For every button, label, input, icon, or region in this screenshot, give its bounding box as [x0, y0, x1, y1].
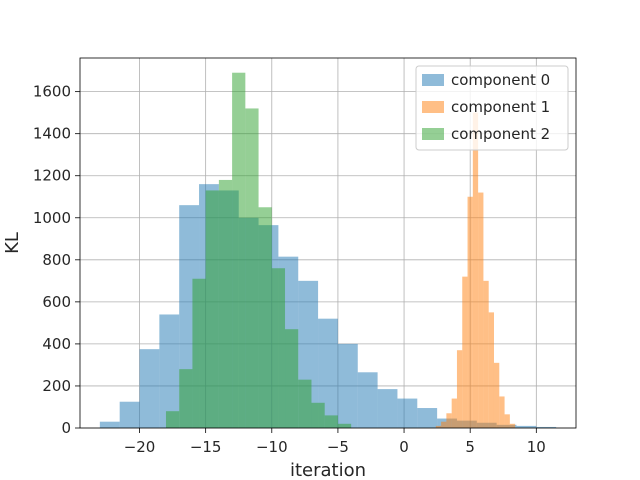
axes [79, 57, 577, 429]
legend-swatch-2 [422, 128, 444, 140]
bar-series-2-bin-3 [205, 190, 219, 428]
legend-frame [415, 65, 569, 151]
bar-series-2-bin-1 [179, 369, 193, 428]
y-tick-label: 1600 [33, 83, 71, 101]
bar-series-0-bin-14 [377, 389, 398, 428]
y-tick-label: 1400 [33, 125, 71, 143]
x-tick-label: 5 [465, 438, 475, 456]
bar-series-0-bin-11 [318, 318, 338, 428]
legend: component 0 component 1 component 2 [415, 65, 569, 151]
bar-series-1-bin-2 [446, 413, 452, 428]
x-axis-ticks: −20 −15 −10 −5 0 5 10 [124, 428, 546, 456]
bar-series-1-bin-3 [451, 398, 457, 428]
y-tick-label: 0 [61, 419, 71, 437]
bar-series-2-bin-9 [285, 329, 299, 428]
bar-series-0-bin-15 [397, 398, 418, 428]
legend-label-0: component 0 [451, 71, 550, 89]
x-tick-label: 0 [399, 438, 409, 456]
bar-series-0-bin-0 [99, 421, 120, 428]
x-tick-label: −5 [327, 438, 349, 456]
x-tick-label: −15 [190, 438, 222, 456]
bar-series-1-bin-8 [478, 192, 484, 428]
legend-swatch-1 [422, 101, 444, 113]
bar-series-0-bin-3 [159, 314, 180, 428]
bar-series-2-bin-2 [192, 278, 206, 428]
y-tick-label: 200 [42, 377, 71, 395]
series-1-bars [435, 112, 516, 428]
bar-series-1-bin-9 [483, 280, 489, 428]
bar-series-2-bin-11 [311, 402, 325, 428]
plot-area-frame [79, 57, 577, 429]
bar-series-0-bin-22 [536, 426, 557, 428]
bar-series-1-bin-1 [441, 421, 447, 428]
bar-series-2-bin-6 [245, 108, 259, 429]
y-tick-label: 600 [42, 293, 71, 311]
y-tick-label: 800 [42, 251, 71, 269]
bar-series-2-bin-0 [165, 411, 180, 428]
histogram-bars [99, 72, 557, 429]
bar-series-2-bin-7 [258, 207, 272, 428]
bar-series-1-bin-10 [488, 312, 494, 428]
x-tick-label: −20 [124, 438, 156, 456]
bar-series-0-bin-1 [119, 401, 140, 428]
x-axis-label: iteration [290, 460, 366, 480]
legend-label-2: component 2 [451, 125, 550, 143]
bar-series-0-bin-16 [417, 408, 438, 428]
y-axis-label: KL [2, 232, 23, 254]
bar-series-1-bin-12 [499, 396, 505, 428]
bar-series-1-bin-4 [456, 350, 463, 428]
bar-series-1-bin-5 [462, 276, 468, 428]
bar-series-1-bin-7 [472, 112, 479, 428]
bar-series-0-bin-21 [516, 425, 537, 428]
bar-series-1-bin-14 [509, 423, 516, 428]
x-tick-label: −10 [256, 438, 288, 456]
x-tick-label: 10 [527, 438, 546, 456]
bar-series-2-bin-13 [337, 423, 352, 428]
bar-series-1-bin-11 [493, 362, 500, 428]
y-axis-ticks: 0 200 400 600 800 1000 1200 1400 1600 [33, 83, 80, 437]
bar-series-1-bin-6 [467, 196, 473, 428]
bar-series-2-bin-8 [271, 268, 286, 428]
bar-series-2-bin-10 [298, 379, 312, 428]
legend-label-1: component 1 [451, 98, 550, 116]
bar-series-1-bin-0 [435, 425, 442, 428]
legend-swatch-0 [422, 74, 444, 86]
y-tick-label: 1000 [33, 209, 71, 227]
y-tick-label: 400 [42, 335, 71, 353]
bar-series-2-bin-4 [218, 179, 233, 428]
bar-series-0-bin-13 [357, 372, 378, 428]
y-tick-label: 1200 [33, 167, 71, 185]
bar-series-1-bin-13 [504, 414, 510, 428]
bar-series-2-bin-5 [232, 72, 246, 428]
series-2-bars [165, 72, 352, 429]
bar-series-2-bin-12 [324, 415, 338, 428]
bar-series-0-bin-2 [139, 349, 160, 428]
bar-series-0-bin-12 [337, 343, 358, 428]
